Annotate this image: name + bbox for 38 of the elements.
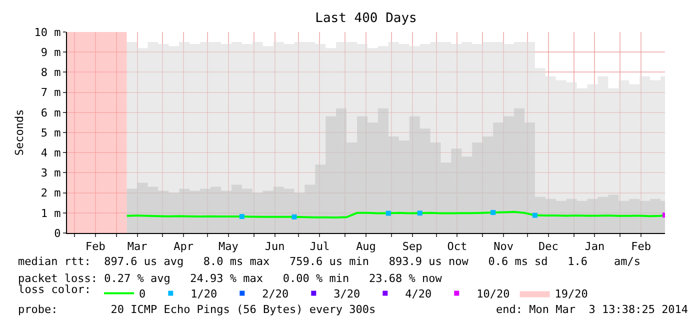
text: end: Mon Mar 3 13:38:25 2014 (496, 303, 688, 316)
text: probe: 20 ICMP Echo Pings (56 Bytes) every 300s (18, 303, 376, 316)
x-tick-label: Aug (356, 240, 376, 254)
legend-label: 0 (139, 288, 146, 301)
chart-title: Last 400 Days (315, 10, 417, 26)
x-tick-label: Nov (494, 240, 514, 254)
legend-label: 2/20 (262, 288, 289, 301)
x-tick-label: Feb (85, 240, 106, 254)
y-tick-label: 10 m (34, 26, 62, 39)
legend-label: 4/20 (405, 288, 432, 301)
y-tick-label: 4 m (40, 146, 62, 160)
x-tick-label: Apr (174, 240, 194, 254)
y-axis-title: Seconds (12, 109, 26, 156)
x-tick-label: May (218, 240, 239, 254)
text: packet loss: 0.27 % avg 24.93 % max 0.00 % min 23.68 % now (18, 272, 442, 285)
x-tick-label: Jun (264, 240, 285, 254)
y-tick-label: 6 m (40, 106, 62, 120)
legend-label: 1/20 (190, 288, 218, 301)
y-tick-label: 0 (54, 226, 61, 240)
x-tick-label: Jan (584, 240, 605, 254)
x-tick-label: Dec (538, 240, 558, 254)
y-tick-label: 1 m (40, 206, 62, 220)
x-tick-label: Feb (631, 240, 652, 254)
x-tick-label: Jul (310, 240, 330, 254)
x-tick-label: Sep (402, 240, 422, 254)
y-tick-label: 2 m (40, 186, 62, 200)
text: median rtt: 897.6 us avg 8.0 ms max 759.6 us min 893.9 us now 0.6 ms sd 1.6 am/s (18, 255, 641, 268)
y-tick-label: 3 m (40, 166, 62, 180)
legend-label: 10/20 (476, 288, 510, 301)
y-tick-label: 7 m (40, 86, 62, 100)
y-tick-label: 9 m (40, 46, 62, 59)
x-tick-label: Oct (447, 240, 468, 254)
legend-title: loss color: (18, 283, 92, 296)
legend-label: 19/20 (554, 288, 588, 301)
y-tick-label: 5 m (40, 126, 62, 140)
y-tick-label: 8 m (40, 66, 62, 80)
x-tick-label: Mar (127, 240, 148, 254)
legend-label: 3/20 (334, 288, 360, 301)
